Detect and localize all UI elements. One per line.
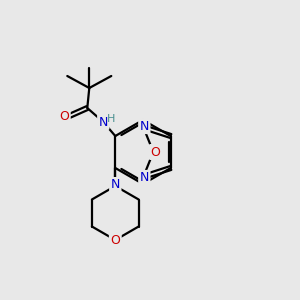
Text: N: N	[111, 178, 120, 191]
Text: N: N	[140, 120, 149, 133]
Text: O: O	[59, 110, 69, 122]
Text: O: O	[150, 146, 160, 158]
Text: H: H	[107, 114, 116, 124]
Text: O: O	[110, 235, 120, 248]
Text: N: N	[140, 171, 149, 184]
Text: N: N	[99, 116, 108, 128]
